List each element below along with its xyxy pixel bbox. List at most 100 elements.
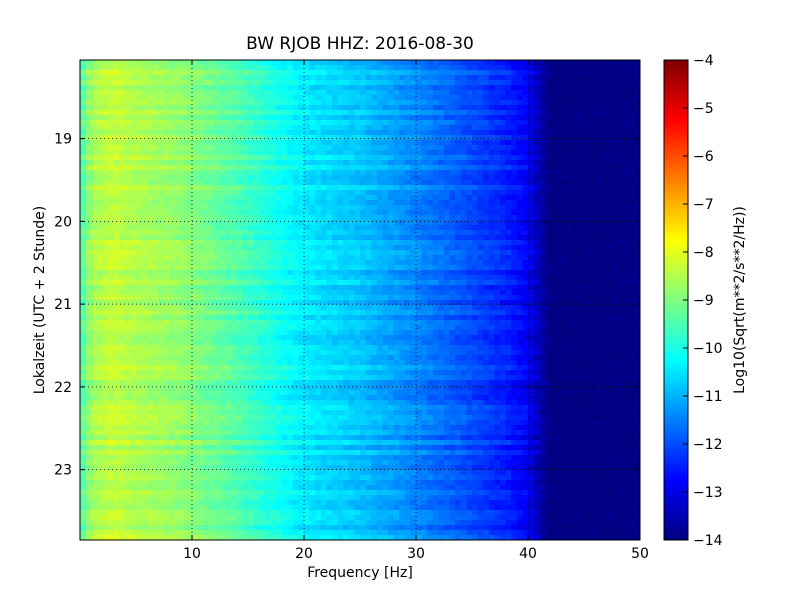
heatmap-cell — [472, 205, 479, 211]
heatmap-cell — [556, 155, 563, 161]
heatmap-cell — [578, 230, 585, 236]
heatmap-cell — [108, 110, 115, 116]
heatmap-cell — [416, 255, 423, 261]
heatmap-cell — [477, 100, 484, 106]
heatmap-cell — [214, 260, 221, 266]
heatmap-cell — [567, 185, 574, 191]
heatmap-cell — [80, 260, 87, 266]
heatmap-cell — [556, 150, 563, 156]
heatmap-cell — [164, 225, 171, 231]
heatmap-cell — [298, 240, 305, 246]
heatmap-cell — [371, 225, 378, 231]
heatmap-cell — [505, 225, 512, 231]
heatmap-cell — [550, 140, 557, 146]
heatmap-cell — [365, 190, 372, 196]
heatmap-cell — [494, 125, 501, 131]
heatmap-cell — [242, 70, 249, 76]
heatmap-cell — [287, 95, 294, 101]
heatmap-cell — [449, 240, 456, 246]
heatmap-cell — [298, 140, 305, 146]
heatmap-cell — [516, 185, 523, 191]
heatmap-cell — [208, 165, 215, 171]
heatmap-cell — [528, 75, 535, 81]
heatmap-cell — [500, 80, 507, 86]
heatmap-cell — [208, 305, 215, 311]
heatmap-cell — [108, 280, 115, 286]
heatmap-cell — [567, 70, 574, 76]
heatmap-cell — [567, 190, 574, 196]
heatmap-cell — [360, 125, 367, 131]
heatmap-cell — [376, 75, 383, 81]
heatmap-cell — [158, 280, 165, 286]
heatmap-cell — [236, 100, 243, 106]
heatmap-cell — [287, 90, 294, 96]
heatmap-cell — [147, 90, 154, 96]
heatmap-cell — [376, 205, 383, 211]
heatmap-cell — [477, 275, 484, 281]
heatmap-cell — [477, 240, 484, 246]
heatmap-cell — [505, 255, 512, 261]
heatmap-cell — [438, 80, 445, 86]
heatmap-cell — [108, 85, 115, 91]
heatmap-cell — [175, 155, 182, 161]
heatmap-cell — [500, 190, 507, 196]
heatmap-cell — [365, 175, 372, 181]
heatmap-cell — [404, 130, 411, 136]
heatmap-cell — [141, 170, 148, 176]
heatmap-cell — [488, 60, 495, 66]
heatmap-cell — [382, 160, 389, 166]
heatmap-cell — [578, 265, 585, 271]
heatmap-cell — [623, 155, 630, 161]
heatmap-cell — [578, 140, 585, 146]
heatmap-cell — [309, 125, 316, 131]
heatmap-cell — [281, 210, 288, 216]
heatmap-cell — [169, 285, 176, 291]
heatmap-cell — [421, 235, 428, 241]
heatmap-cell — [567, 235, 574, 241]
heatmap-cell — [180, 70, 187, 76]
heatmap-cell — [572, 270, 579, 276]
heatmap-cell — [606, 140, 613, 146]
heatmap-cell — [158, 215, 165, 221]
heatmap-cell — [500, 120, 507, 126]
heatmap-cell — [147, 275, 154, 281]
heatmap-cell — [192, 120, 199, 126]
heatmap-cell — [304, 270, 311, 276]
heatmap-cell — [572, 210, 579, 216]
heatmap-cell — [326, 160, 333, 166]
heatmap-cell — [354, 130, 361, 136]
heatmap-cell — [197, 260, 204, 266]
heatmap-cell — [460, 265, 467, 271]
heatmap-cell — [449, 95, 456, 101]
heatmap-cell — [136, 255, 143, 261]
heatmap-cell — [220, 230, 227, 236]
heatmap-cell — [270, 155, 277, 161]
heatmap-cell — [208, 230, 215, 236]
heatmap-cell — [130, 215, 137, 221]
heatmap-cell — [466, 170, 473, 176]
heatmap-cell — [253, 90, 260, 96]
heatmap-cell — [382, 115, 389, 121]
heatmap-cell — [511, 215, 518, 221]
heatmap-cell — [556, 115, 563, 121]
heatmap-cell — [472, 200, 479, 206]
heatmap-cell — [360, 235, 367, 241]
heatmap-cell — [427, 290, 434, 296]
heatmap-cell — [292, 60, 299, 66]
heatmap-cell — [438, 140, 445, 146]
heatmap-cell — [388, 170, 395, 176]
heatmap-cell — [164, 135, 171, 141]
heatmap-cell — [561, 270, 568, 276]
heatmap-cell — [365, 200, 372, 206]
heatmap-cell — [152, 85, 159, 91]
heatmap-cell — [175, 130, 182, 136]
heatmap-cell — [298, 260, 305, 266]
heatmap-cell — [584, 170, 591, 176]
heatmap-cell — [533, 160, 540, 166]
heatmap-cell — [152, 250, 159, 256]
heatmap-cell — [528, 235, 535, 241]
heatmap-cell — [242, 170, 249, 176]
heatmap-cell — [152, 185, 159, 191]
heatmap-cell — [96, 190, 103, 196]
heatmap-cell — [304, 255, 311, 261]
